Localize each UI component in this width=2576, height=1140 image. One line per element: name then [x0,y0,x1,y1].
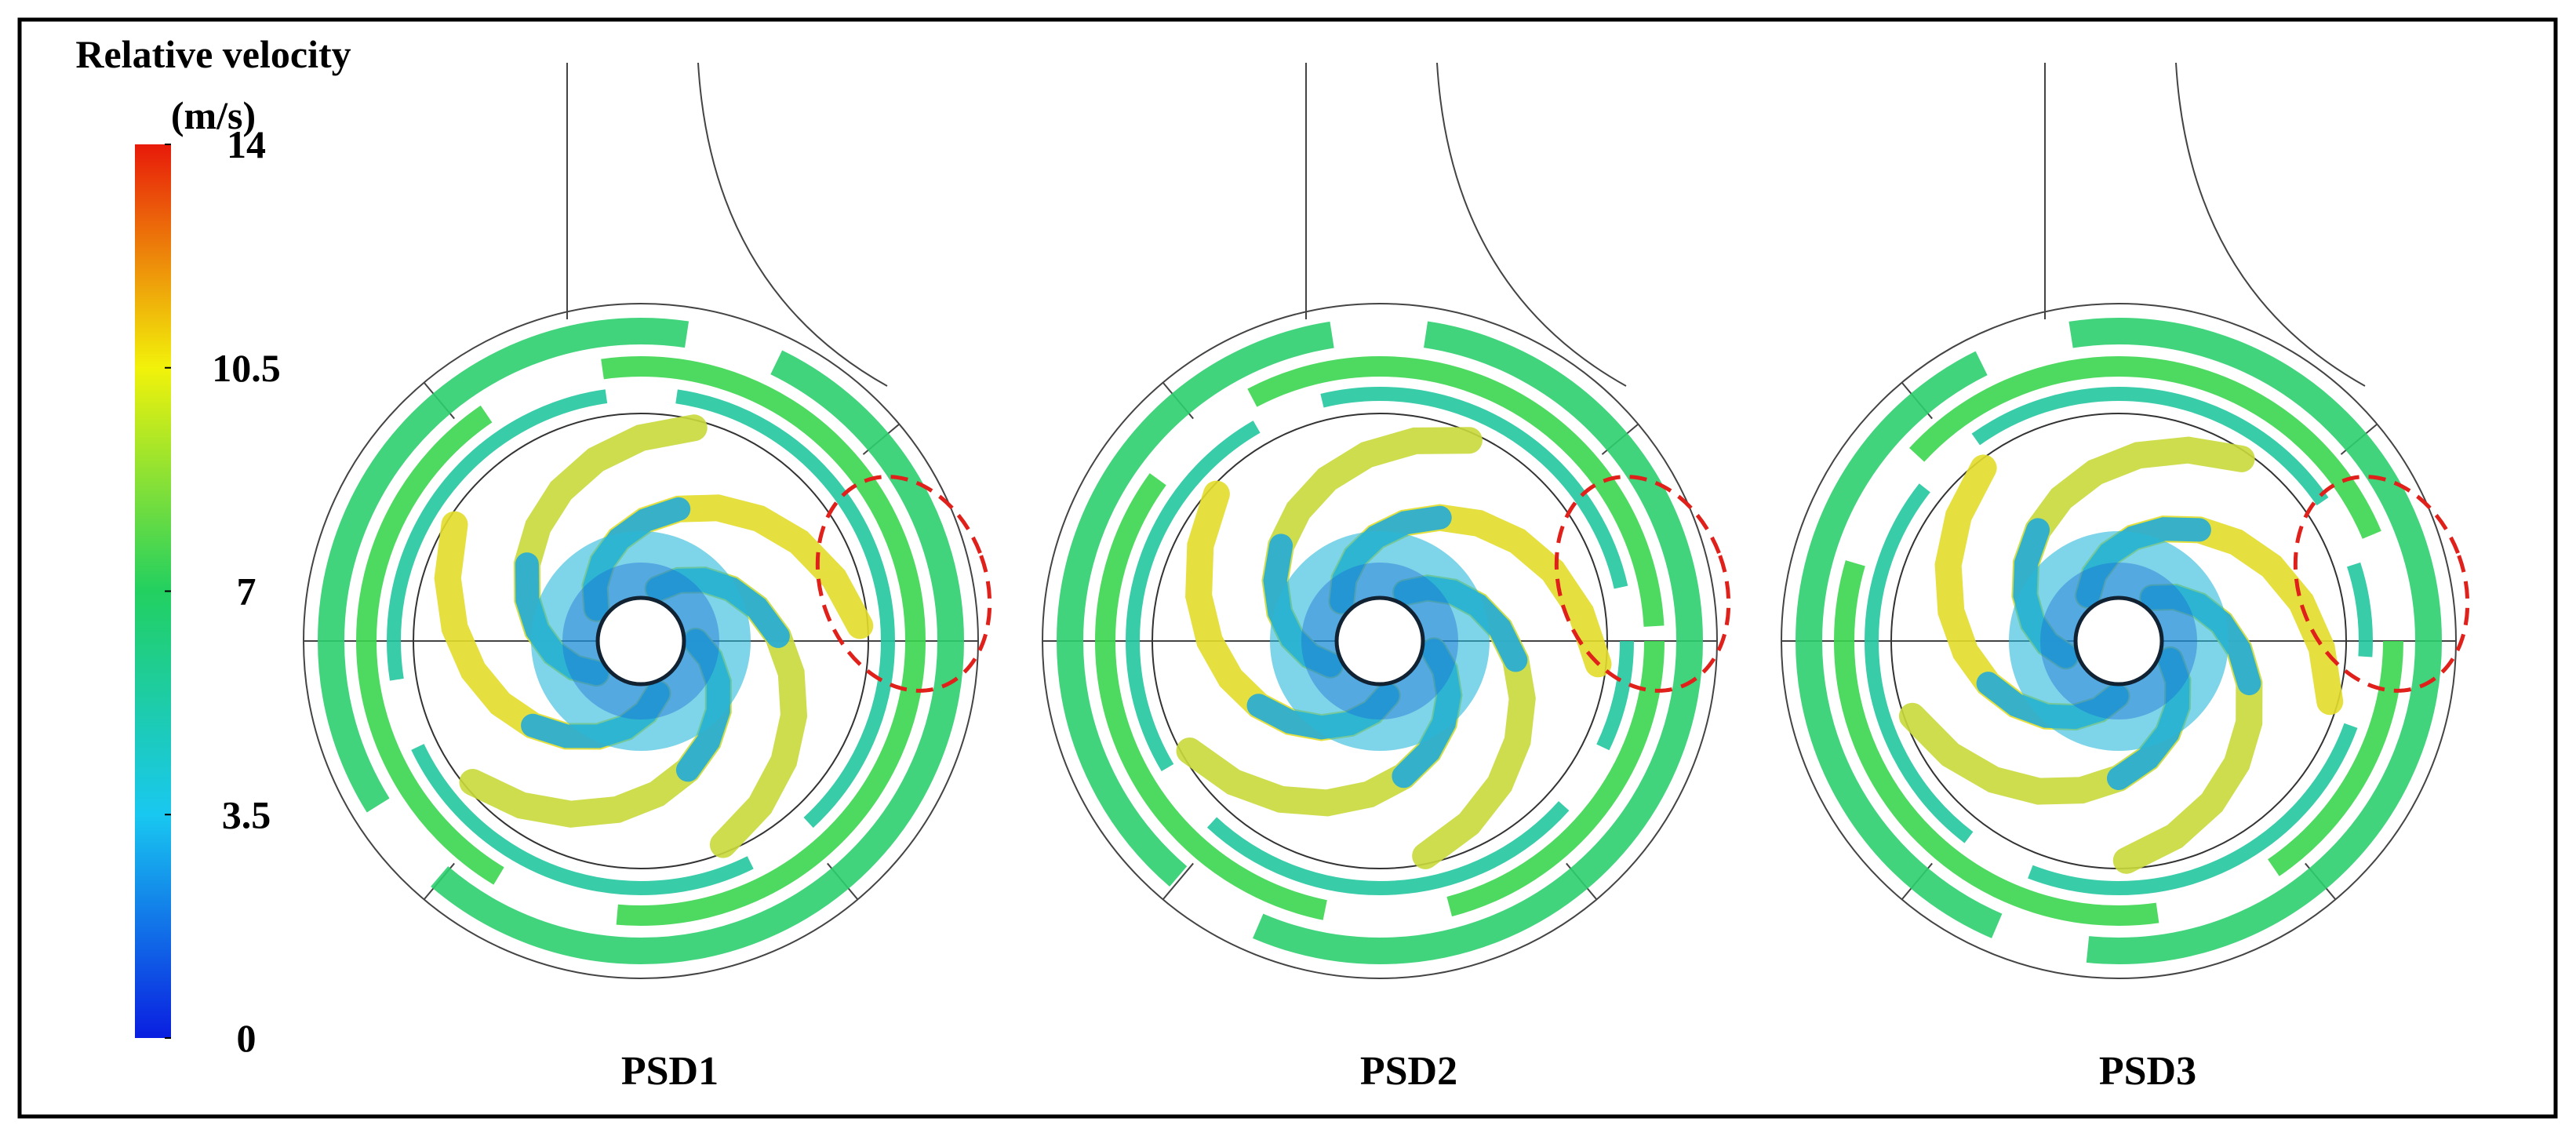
vortex-ring [1796,318,2442,964]
panel-label: PSD3 [2099,1049,2196,1094]
flow-panel [1781,62,2470,979]
colorbar-tick-label: 14 [227,122,266,166]
vortex-ring [387,387,895,895]
colorbar-tick-label: 10.5 [212,346,281,390]
spoke [1162,862,1194,901]
colorbar-unit: (m/s) [171,93,256,137]
colorbar-tick-label: 7 [237,570,257,614]
colorbar-tick-label: 3.5 [222,792,271,836]
vortex-ring [1057,318,1703,964]
impeller-outline [1152,413,1608,869]
vortex-ring [1095,356,1665,926]
volute-outlet [566,62,888,387]
impeller-outline [413,413,869,869]
vortex-ring [356,356,926,926]
highlight-circle [815,475,992,693]
panel-label: PSD1 [621,1049,719,1094]
flow-panel [1042,62,1731,979]
vortex-ring [1865,387,2373,895]
volute-outlet [2044,62,2366,387]
hub [2073,595,2164,687]
vortex-ring [1126,387,1634,895]
volute-outlet [1305,62,1627,387]
panel-label: PSD2 [1360,1049,1457,1094]
colorbar-tick-label: 0 [237,1016,257,1060]
vortex-ring [318,318,964,964]
highlight-circle [2293,475,2470,693]
highlight-circle [1554,475,1731,693]
vortex-ring [1834,356,2403,926]
hub [1334,595,1425,687]
flow-panel [303,62,992,979]
colorbar-title: Relative velocity [75,32,351,76]
hub [595,595,686,687]
